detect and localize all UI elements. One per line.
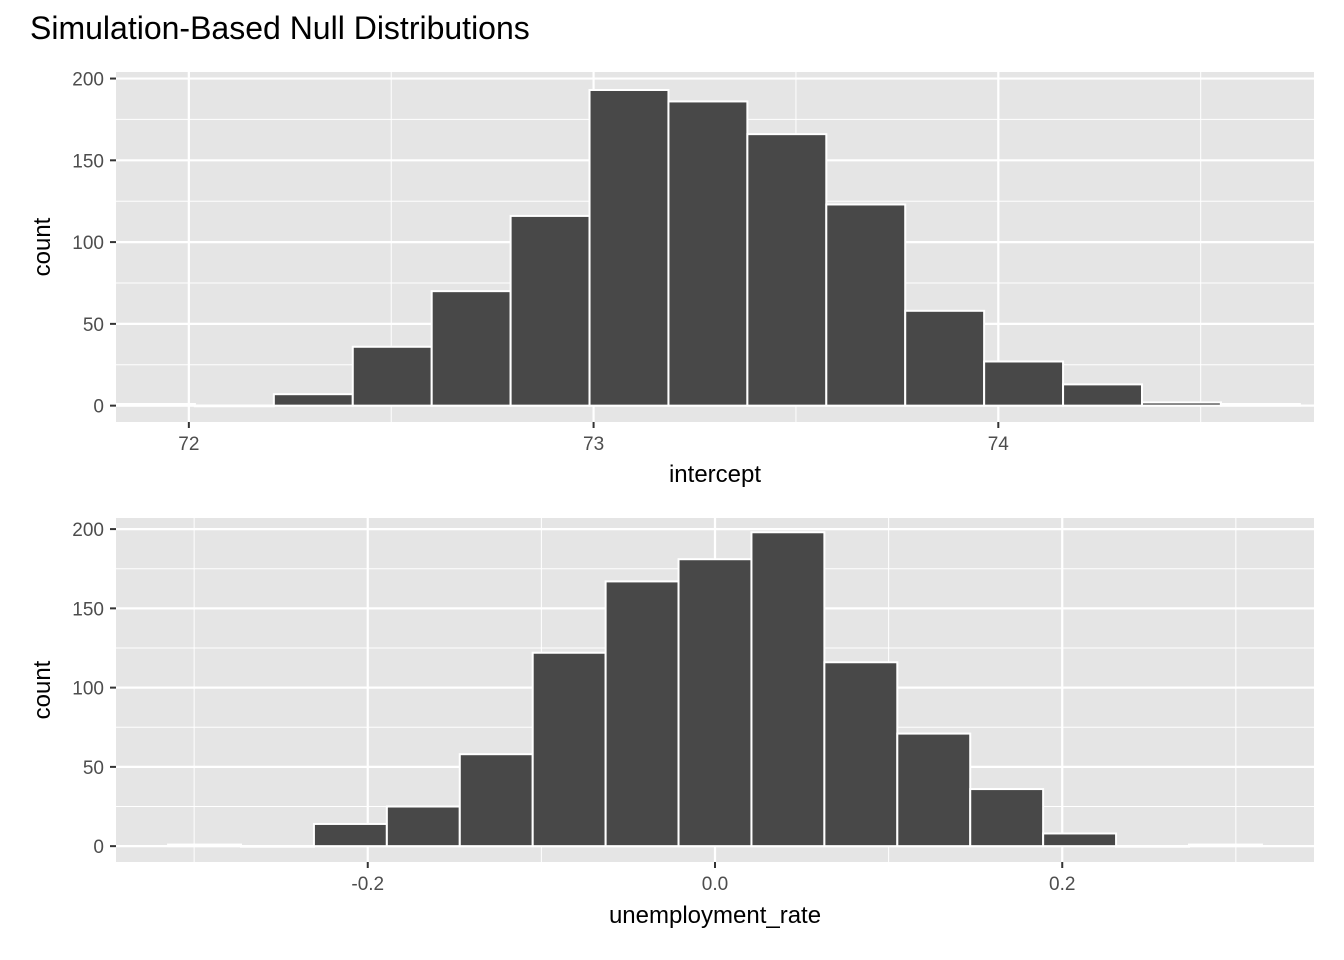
histogram-bar [385, 805, 461, 848]
histogram-bar [904, 309, 986, 407]
histogram-bar [430, 290, 512, 407]
histogram-bar [1042, 832, 1118, 848]
unemployment-rate-histogram-panel: 0 50 100 150 200 -0.2 0.0 0.2 unemployment_rat… [29, 518, 1314, 929]
x-axis: -0.2 0.0 0.2 [351, 862, 1075, 895]
histogram-bar [677, 558, 753, 848]
histogram-bar [272, 393, 354, 407]
y-tick-label: 150 [72, 151, 104, 172]
y-tick-label: 0 [93, 397, 104, 418]
histogram-bar [351, 345, 433, 407]
histogram-bar [1115, 845, 1190, 848]
histogram-bars [115, 88, 1301, 408]
x-tick-label: 0.0 [702, 874, 728, 895]
x-axis: 72 73 74 [178, 422, 1009, 455]
x-tick-label: 0.2 [1049, 874, 1075, 895]
histogram-bars [167, 531, 1263, 848]
x-tick-label: 72 [178, 434, 199, 455]
intercept-histogram-panel: 0 50 100 150 200 72 73 74 intercept count [29, 70, 1314, 488]
y-tick-label: 100 [72, 679, 104, 700]
y-axis: 0 50 100 150 200 [72, 520, 116, 858]
y-tick-label: 50 [83, 315, 104, 336]
y-tick-label: 0 [93, 837, 104, 858]
histogram-bar [969, 788, 1045, 848]
histogram-bar [167, 843, 243, 848]
histogram-bar [193, 404, 275, 408]
y-tick-label: 100 [72, 233, 104, 254]
y-axis: 0 50 100 150 200 [72, 70, 116, 418]
histogram-bar [983, 360, 1065, 407]
x-axis-title: intercept [669, 461, 761, 488]
y-axis-title: count [29, 217, 56, 276]
y-tick-label: 150 [72, 599, 104, 620]
histogram-bar [1140, 401, 1222, 407]
histogram-bar [667, 100, 749, 407]
x-tick-label: -0.2 [351, 874, 384, 895]
histogram-bar [531, 651, 607, 848]
chart-title: Simulation-Based Null Distributions [30, 10, 530, 46]
x-tick-label: 73 [583, 434, 604, 455]
y-axis-title: count [29, 660, 56, 719]
histogram-bar [896, 732, 972, 848]
histogram-bar [1219, 403, 1301, 407]
y-tick-label: 200 [72, 70, 104, 91]
histogram-bar [823, 661, 899, 848]
y-tick-label: 200 [72, 520, 104, 541]
histogram-bar [604, 580, 680, 848]
histogram-bar [825, 203, 907, 407]
histogram-bar [458, 753, 534, 848]
histogram-bar [312, 822, 388, 848]
histogram-bar [1187, 843, 1263, 848]
histogram-bar [746, 133, 828, 407]
x-axis-title: unemployment_rate [609, 902, 821, 929]
histogram-bar [509, 214, 591, 407]
histogram-bar [240, 845, 315, 848]
histogram-bar [750, 531, 826, 848]
x-tick-label: 74 [988, 434, 1010, 455]
histogram-bar [588, 88, 670, 407]
y-tick-label: 50 [83, 758, 104, 779]
histogram-bar [115, 403, 196, 407]
histogram-bar [1062, 383, 1143, 407]
